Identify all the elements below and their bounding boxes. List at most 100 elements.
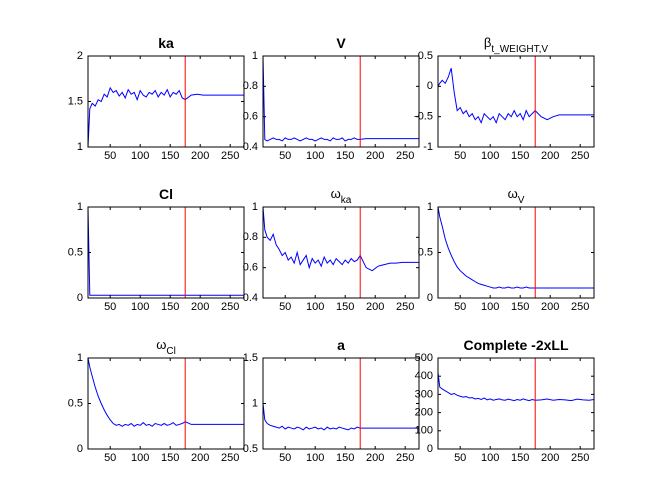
y-tick-label: 0.6	[243, 111, 258, 123]
y-tick-label: 1	[252, 397, 258, 409]
y-tick-label: -1	[423, 141, 433, 153]
x-tick-label: 150	[336, 150, 354, 162]
x-tick-label: 100	[306, 452, 324, 464]
x-tick-label: 100	[481, 150, 499, 162]
x-tick-label: 200	[541, 301, 559, 313]
subplot-title: ωCl	[156, 337, 176, 356]
trace-line	[87, 357, 244, 427]
title-text: a	[337, 337, 345, 353]
x-tick-label: 150	[511, 452, 529, 464]
trace-line	[262, 206, 419, 272]
y-tick-label: 200	[415, 407, 433, 419]
subplot-title: ωV	[508, 186, 525, 205]
y-tick-label: 0.4	[243, 141, 258, 153]
x-tick-label: 150	[511, 301, 529, 313]
plot-area	[88, 207, 244, 298]
trace-line	[437, 372, 595, 402]
y-tick-label: 1.5	[243, 352, 258, 364]
subplot-title: βt_WEIGHT,V	[484, 35, 548, 54]
trace-line	[87, 86, 244, 148]
y-tick-label: 0.5	[418, 246, 433, 258]
y-tick-label: 0.8	[243, 80, 258, 92]
y-tick-label: 0.6	[243, 262, 258, 274]
x-tick-label: 150	[161, 150, 179, 162]
title-text: β	[484, 35, 491, 50]
y-tick-label: 0	[77, 443, 83, 455]
plot-area	[263, 207, 419, 298]
x-tick-label: 150	[336, 452, 354, 464]
y-tick-label: 0.8	[243, 231, 258, 243]
x-tick-label: 100	[131, 301, 149, 313]
subplot-title: Cl	[159, 186, 173, 202]
x-tick-label: 100	[306, 150, 324, 162]
x-tick-label: 50	[279, 150, 291, 162]
plot-area	[88, 56, 244, 147]
y-tick-label: 0.5	[418, 50, 433, 62]
y-tick-label: 400	[415, 370, 433, 382]
x-tick-label: 250	[396, 150, 414, 162]
x-tick-label: 250	[396, 452, 414, 464]
title-text: ω	[508, 186, 518, 201]
y-tick-label: 0	[427, 292, 433, 304]
x-tick-label: 250	[221, 452, 239, 464]
x-tick-label: 50	[104, 301, 116, 313]
x-tick-label: 200	[541, 150, 559, 162]
y-tick-label: 0.5	[243, 443, 258, 455]
x-tick-label: 100	[131, 150, 149, 162]
axes-box	[437, 55, 595, 148]
x-tick-label: 200	[191, 452, 209, 464]
x-tick-label: 250	[221, 301, 239, 313]
y-tick-label: 1.5	[68, 95, 83, 107]
title-subscript: Cl	[166, 346, 175, 357]
x-tick-label: 100	[306, 301, 324, 313]
title-text: V	[336, 35, 346, 51]
x-tick-label: 50	[454, 150, 466, 162]
axes-box	[262, 55, 420, 148]
plot-area	[263, 358, 419, 449]
subplot-title: Complete -2xLL	[463, 337, 568, 353]
y-tick-label: 0	[427, 80, 433, 92]
subplot-title: V	[336, 35, 346, 51]
x-tick-label: 100	[481, 452, 499, 464]
title-text: Cl	[159, 186, 173, 202]
y-tick-label: 1	[252, 50, 258, 62]
y-tick-label: 0.5	[68, 397, 83, 409]
title-text: ω	[156, 337, 166, 352]
y-tick-label: 0	[427, 443, 433, 455]
x-tick-label: 150	[161, 301, 179, 313]
x-tick-label: 250	[221, 150, 239, 162]
y-tick-label: 0.4	[243, 292, 258, 304]
plot-area	[263, 56, 419, 147]
subplot-title: a	[337, 337, 345, 353]
x-tick-label: 250	[571, 150, 589, 162]
y-tick-label: 0	[77, 292, 83, 304]
x-tick-label: 50	[104, 150, 116, 162]
trace-line	[437, 206, 594, 289]
subplot-title: ωka	[331, 186, 352, 205]
trace-line	[437, 67, 594, 125]
x-tick-label: 200	[366, 452, 384, 464]
x-tick-label: 50	[454, 452, 466, 464]
y-tick-label: 500	[415, 352, 433, 364]
x-tick-label: 150	[336, 301, 354, 313]
y-tick-label: 100	[415, 425, 433, 437]
y-tick-label: 1	[77, 352, 83, 364]
plot-area	[438, 358, 594, 449]
title-text: ω	[331, 186, 341, 201]
x-tick-label: 50	[279, 301, 291, 313]
plot-area	[88, 358, 244, 449]
axes-box	[262, 206, 420, 299]
y-tick-label: 1	[77, 141, 83, 153]
x-tick-label: 100	[131, 452, 149, 464]
plot-area	[438, 56, 594, 147]
x-tick-label: 150	[161, 452, 179, 464]
trace-line	[262, 55, 419, 142]
y-tick-label: -0.5	[414, 111, 433, 123]
y-tick-label: 300	[415, 388, 433, 400]
x-tick-label: 200	[191, 301, 209, 313]
plot-area	[438, 207, 594, 298]
subplot-title: ka	[158, 35, 174, 51]
y-tick-label: 2	[77, 50, 83, 62]
